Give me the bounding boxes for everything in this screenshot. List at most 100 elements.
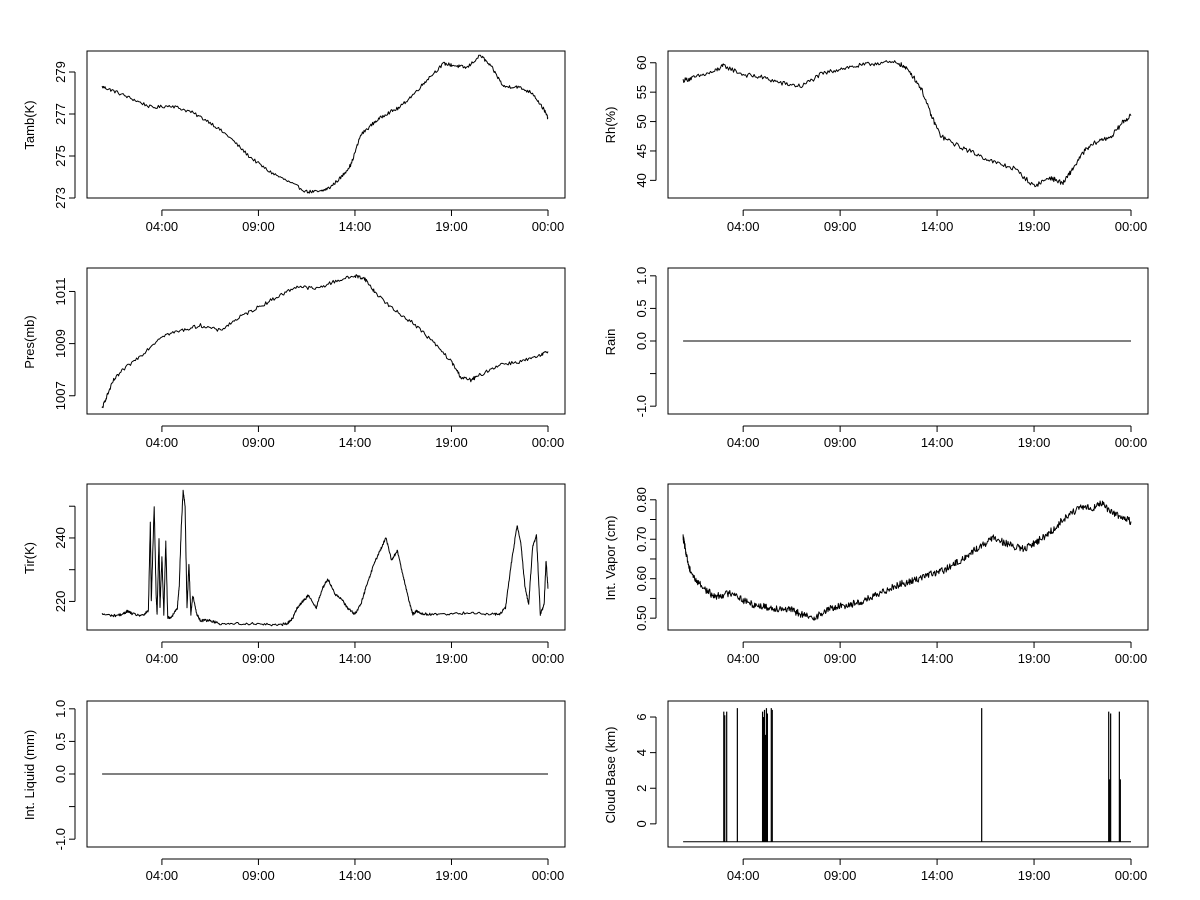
x-tick-label: 14:00 (921, 651, 954, 666)
panel-rain: Rain 04:00 09:00 14:00 19:00 00:00 -1.0 0.0 0.5… (603, 267, 1149, 450)
y-tick-label: 1007 (53, 381, 68, 410)
y-tick-label: 0.5 (53, 732, 68, 750)
y-tick-label: 1009 (53, 329, 68, 358)
y-tick-label: 1.0 (634, 267, 649, 285)
x-tick-label: 19:00 (1018, 219, 1051, 234)
x-tick-label: 14:00 (339, 651, 372, 666)
x-tick-label: 00:00 (532, 651, 565, 666)
y-tick-label: 2 (634, 785, 649, 792)
plot-frame (86, 483, 566, 631)
panel-rh: Rh(%) 04:00 09:00 14:00 19:00 00:00 40 45 50 55 6… (603, 50, 1149, 234)
y-tick-label: 220 (53, 591, 68, 613)
x-tick-label: 04:00 (146, 219, 179, 234)
series-line (682, 60, 1132, 188)
panel-pres-ylabel: Pres(mb) (22, 315, 37, 368)
series-line (682, 500, 1132, 621)
panel-tamb-ylabel: Tamb(K) (22, 100, 37, 149)
x-tick-label: 00:00 (532, 868, 565, 883)
y-tick-label: 1011 (53, 277, 68, 305)
plot-frame (667, 700, 1149, 848)
x-tick-label: 04:00 (727, 219, 760, 234)
y-tick-label: 0.70 (634, 527, 649, 552)
panel-pres: Pres(mb) 04:00 09:00 14:00 19:00 00:00 1007 10… (22, 267, 566, 450)
y-tick-label: 279 (53, 61, 68, 83)
x-tick-label: 04:00 (146, 435, 179, 450)
y-tick-label: 277 (53, 103, 68, 125)
x-tick-label: 14:00 (921, 435, 954, 450)
panel-rh-ylabel: Rh(%) (603, 107, 618, 144)
x-tick-label: 19:00 (1018, 868, 1051, 883)
y-tick-label: 1.0 (53, 700, 68, 718)
x-tick-label: 09:00 (242, 651, 275, 666)
x-tick-label: 04:00 (727, 651, 760, 666)
panel-liquid-ylabel: Int. Liquid (mm) (22, 730, 37, 820)
panel-tir: Tir(K) 04:00 09:00 14:00 19:00 00:00 220 240 (22, 483, 566, 666)
x-tick-label: 00:00 (1115, 868, 1148, 883)
y-tick-label: 0.0 (53, 765, 68, 783)
x-tick-label: 09:00 (824, 435, 857, 450)
plot-frame (86, 700, 566, 848)
y-tick-label: 0.50 (634, 606, 649, 631)
panel-vapor-ylabel: Int. Vapor (cm) (603, 515, 618, 600)
x-tick-label: 19:00 (1018, 651, 1051, 666)
panel-rain-ylabel: Rain (603, 329, 618, 356)
x-tick-label: 09:00 (824, 651, 857, 666)
y-tick-label: 6 (634, 713, 649, 720)
x-tick-label: 14:00 (339, 435, 372, 450)
y-tick-label: -1.0 (634, 395, 649, 417)
y-tick-label: 0.80 (634, 487, 649, 512)
x-tick-label: 14:00 (339, 868, 372, 883)
panel-cloudbase: Cloud Base (km) 04:00 09:00 14:00 19:00 00:0… (603, 700, 1149, 883)
x-tick-label: 00:00 (1115, 435, 1148, 450)
x-tick-label: 09:00 (824, 219, 857, 234)
x-tick-label: 00:00 (1115, 651, 1148, 666)
panel-liquid: Int. Liquid (mm) 04:00 09:00 14:00 19:00 00:… (22, 700, 566, 883)
x-tick-label: 09:00 (242, 435, 275, 450)
x-tick-label: 09:00 (824, 868, 857, 883)
panel-cloudbase-ylabel: Cloud Base (km) (603, 727, 618, 824)
y-tick-label: 50 (634, 114, 649, 128)
plot-frame (667, 50, 1149, 199)
plot-frame (667, 483, 1149, 631)
x-tick-label: 14:00 (339, 219, 372, 234)
y-tick-label: 0.0 (634, 332, 649, 350)
x-tick-label: 00:00 (1115, 219, 1148, 234)
series-line (101, 489, 549, 627)
x-tick-label: 04:00 (146, 651, 179, 666)
plot-frame (667, 267, 1149, 415)
y-tick-label: 55 (634, 85, 649, 99)
series-line (101, 274, 549, 409)
x-tick-label: 14:00 (921, 868, 954, 883)
panel-vapor: Int. Vapor (cm) 04:00 09:00 14:00 19:00 00:0… (603, 483, 1149, 666)
y-tick-label: 0 (634, 820, 649, 827)
y-tick-label: -1.0 (53, 828, 68, 850)
x-tick-label: 19:00 (435, 219, 468, 234)
x-tick-label: 09:00 (242, 219, 275, 234)
panel-tamb: Tamb(K) 04:00 09:00 14:00 19:00 00:00 273 275 2… (22, 50, 566, 234)
y-tick-label: 0.5 (634, 299, 649, 317)
y-tick-label: 45 (634, 144, 649, 158)
x-tick-label: 04:00 (727, 868, 760, 883)
x-tick-label: 04:00 (727, 435, 760, 450)
series-line (101, 54, 549, 194)
y-tick-label: 60 (634, 56, 649, 70)
x-tick-label: 19:00 (1018, 435, 1051, 450)
x-tick-label: 19:00 (435, 651, 468, 666)
plot-frame (86, 267, 566, 415)
x-tick-label: 14:00 (921, 219, 954, 234)
x-tick-label: 04:00 (146, 868, 179, 883)
x-tick-label: 09:00 (242, 868, 275, 883)
y-tick-label: 4 (634, 749, 649, 756)
x-tick-label: 19:00 (435, 435, 468, 450)
y-tick-label: 273 (53, 187, 68, 209)
panel-tir-ylabel: Tir(K) (22, 542, 37, 574)
y-tick-label: 0.60 (634, 566, 649, 591)
y-tick-label: 240 (53, 527, 68, 549)
y-tick-label: 275 (53, 145, 68, 167)
y-tick-label: 40 (634, 173, 649, 187)
plot-frame (86, 50, 566, 199)
x-tick-label: 00:00 (532, 219, 565, 234)
x-tick-label: 00:00 (532, 435, 565, 450)
x-tick-label: 19:00 (435, 868, 468, 883)
